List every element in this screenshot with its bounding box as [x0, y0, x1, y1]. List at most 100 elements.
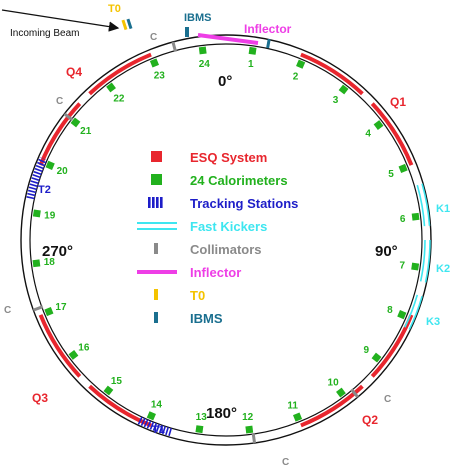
- collimator-5: [251, 432, 257, 444]
- esq-segment-q1-a: [300, 52, 364, 96]
- calorimeter-12: [245, 425, 254, 434]
- calorimeter-number-8: 8: [387, 305, 393, 316]
- esq-segment-q3-a: [88, 384, 152, 428]
- calorimeter-9: [371, 352, 382, 363]
- kicker-k1-outer: [421, 183, 431, 226]
- k3-label: K3: [426, 316, 440, 328]
- calorimeter-23: [149, 58, 160, 68]
- collimator-label-1: C: [150, 32, 157, 43]
- calorimeter-number-23: 23: [154, 70, 166, 81]
- calorimeter-number-15: 15: [111, 376, 123, 387]
- calorimeter-24: [198, 46, 207, 55]
- calorimeter-number-19: 19: [44, 211, 56, 222]
- calorimeter-number-24: 24: [199, 59, 211, 70]
- q1-label: Q1: [390, 95, 406, 109]
- calorimeter-number-5: 5: [388, 169, 394, 180]
- calorimeter-number-1: 1: [248, 59, 254, 70]
- kicker-k3-outer: [408, 296, 423, 330]
- calorimeter-4: [373, 120, 384, 130]
- kicker-layer: [404, 183, 431, 330]
- calorimeter-11: [292, 412, 303, 422]
- ring-outer-wall: [20, 34, 432, 446]
- calorimeter-19: [32, 209, 41, 218]
- esq-segment-q4-a: [38, 102, 82, 166]
- calorimeter-number-22: 22: [113, 93, 125, 104]
- collimator-label-2: C: [56, 96, 63, 107]
- calorimeter-number-7: 7: [399, 260, 405, 271]
- kicker-k3-inner: [404, 294, 419, 328]
- q4-label: Q4: [66, 65, 82, 79]
- calorimeter-number-4: 4: [365, 128, 371, 139]
- calorimeter-5: [398, 163, 408, 174]
- t0-label: T0: [108, 3, 121, 15]
- collimator-2: [63, 112, 74, 122]
- calorimeter-20: [45, 160, 55, 170]
- legend-label-ibms: IBMS: [190, 311, 223, 326]
- k1-label: K1: [436, 203, 450, 215]
- legend-item-t0: T0: [154, 288, 205, 303]
- calorimeter-18: [32, 259, 41, 268]
- q3-label: Q3: [32, 391, 48, 405]
- t1-label: T1: [152, 424, 165, 436]
- tracker-t2: [26, 157, 47, 200]
- calorimeter-2: [296, 59, 306, 69]
- esq-segment-q1-b: [370, 102, 414, 166]
- angle-90-label: 90°: [375, 243, 398, 260]
- calorimeter-number-6: 6: [400, 214, 406, 225]
- calorimeter-7: [411, 262, 420, 271]
- legend-item-kicker: Fast Kickers: [137, 219, 267, 234]
- legend-symbol-collimator: [154, 243, 158, 254]
- legend-label-esq: ESQ System: [190, 150, 267, 165]
- incoming-beam-label: Incoming Beam: [10, 28, 79, 39]
- legend-label-kicker: Fast Kickers: [190, 219, 267, 234]
- calorimeter-number-14: 14: [151, 399, 163, 410]
- legend-label-tracker: Tracking Stations: [190, 196, 298, 211]
- calorimeter-3: [338, 84, 349, 95]
- collimator-layer: [32, 41, 359, 444]
- q2-label: Q2: [362, 413, 378, 427]
- collimator-4: [350, 388, 359, 399]
- calorimeter-17: [44, 306, 54, 317]
- esq-segment-q2-b: [300, 384, 364, 428]
- ring-inner-wall: [29, 43, 423, 437]
- legend-item-calo: 24 Calorimeters: [151, 173, 288, 188]
- k2-label: K2: [436, 263, 450, 275]
- t2-label: T2: [38, 184, 51, 196]
- legend: ESQ System 24 Calorimeters Tracking Statio…: [137, 150, 298, 326]
- legend-label-inflector: Inflector: [190, 265, 241, 280]
- legend-item-esq: ESQ System: [151, 150, 267, 165]
- calorimeter-number-21: 21: [80, 126, 92, 137]
- angle-270-label: 270°: [42, 243, 73, 260]
- t0-marker-b: [126, 18, 133, 30]
- legend-symbol-ibms: [154, 312, 158, 323]
- legend-symbol-esq: [151, 151, 162, 162]
- calorimeter-number-3: 3: [333, 95, 339, 106]
- calorimeter-21: [70, 117, 81, 128]
- calorimeter-number-2: 2: [293, 72, 299, 83]
- calorimeter-number-9: 9: [363, 345, 369, 356]
- legend-item-collimator: Collimators: [154, 242, 262, 257]
- calorimeter-number-16: 16: [78, 343, 90, 354]
- ibms-marker-right: [266, 38, 271, 49]
- collimator-label-5: C: [282, 457, 289, 468]
- calorimeter-8: [397, 310, 407, 320]
- calorimeter-number-17: 17: [55, 302, 67, 313]
- angle-180-label: 180°: [206, 405, 237, 422]
- tracker-t1: [136, 416, 173, 437]
- incoming-beam-arrow: [1, 9, 120, 32]
- t0-marker-a: [121, 19, 128, 31]
- legend-symbol-calo: [151, 174, 162, 185]
- kicker-k1-inner: [416, 184, 426, 227]
- esq-segment-q2-a: [370, 314, 414, 378]
- legend-item-tracker: Tracking Stations: [148, 196, 298, 211]
- calorimeter-16: [68, 350, 79, 360]
- legend-label-collimator: Collimators: [190, 242, 262, 257]
- legend-item-ibms: IBMS: [154, 311, 223, 326]
- calorimeter-number-18: 18: [44, 257, 56, 268]
- collimator-label-4: C: [384, 394, 391, 405]
- calorimeter-22: [106, 82, 116, 93]
- calorimeter-1: [248, 46, 257, 55]
- legend-item-inflector: Inflector: [137, 265, 241, 280]
- legend-symbol-tracker: [148, 197, 163, 208]
